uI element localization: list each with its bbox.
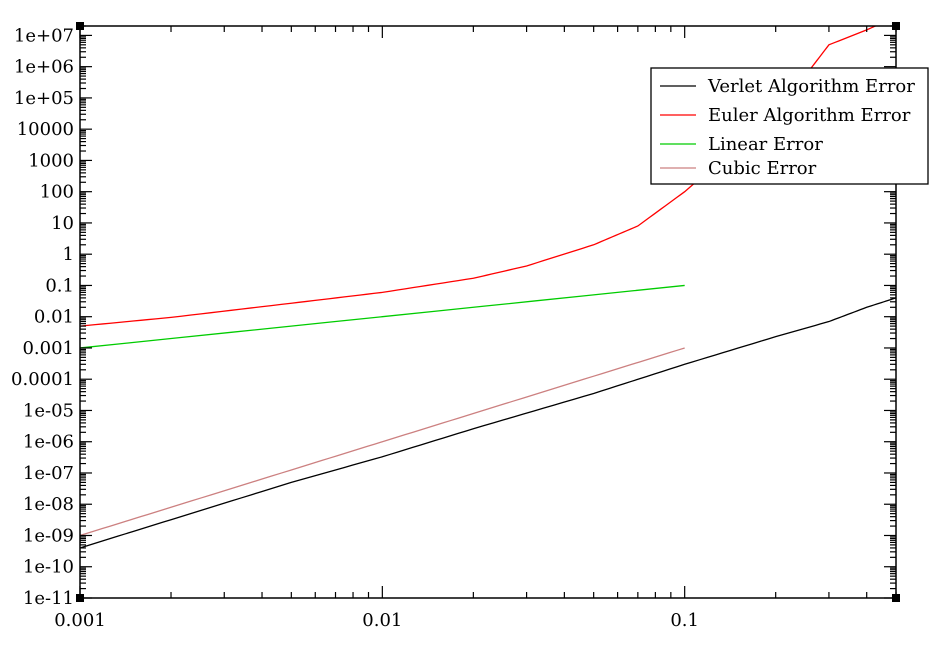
legend-box [650,67,929,185]
y-tick-label: 1e-11 [23,588,74,609]
y-tick-label: 10 [51,213,74,234]
legend-label: Euler Algorithm Error [708,105,911,126]
legend-label: Linear Error [708,134,823,155]
y-tick-label: 1e+07 [14,25,74,46]
y-tick-label: 1e-07 [23,463,74,484]
y-tick-label: 0.01 [34,307,74,328]
y-tick-label: 1e-05 [23,400,74,421]
y-tick-label: 1 [63,244,74,265]
x-tick-label: 0.001 [54,610,106,631]
y-tick-label: 1e-06 [23,432,74,453]
axes-layer: 0.001 0.01 0.1 1e+07 1e+06 1e+05 10000 1000 100 1… [11,22,900,631]
y-tick-label: 10000 [17,119,74,140]
legend-label: Cubic Error [708,158,817,179]
y-tick-label: 0.001 [22,338,74,359]
x-tick-label: 0.1 [670,610,699,631]
plot-frame [79,25,897,599]
y-tick-label: 0.1 [45,275,74,296]
series-line-linear-error [80,284,685,349]
series-line-euler-algorithm-error [80,26,877,327]
y-tick-label: 1e+06 [14,57,74,78]
y-tick-label: 100 [40,182,74,203]
y-tick-label: 1e+05 [14,88,74,109]
y-tick-label: 1e-10 [23,557,74,578]
series-line-cubic-error [80,347,685,537]
y-tick-label: 1000 [28,150,74,171]
x-tick-label: 0.01 [362,610,402,631]
series-layer [80,26,896,549]
series-line-verlet-algorithm-error [80,297,896,549]
y-tick-label: 0.0001 [11,369,74,390]
y-tick-label: 1e-08 [23,494,74,515]
legend-label: Verlet Algorithm Error [707,76,915,97]
y-tick-label: 1e-09 [23,525,74,546]
legend: Verlet Algorithm Error Euler Algorithm Er… [650,67,929,185]
